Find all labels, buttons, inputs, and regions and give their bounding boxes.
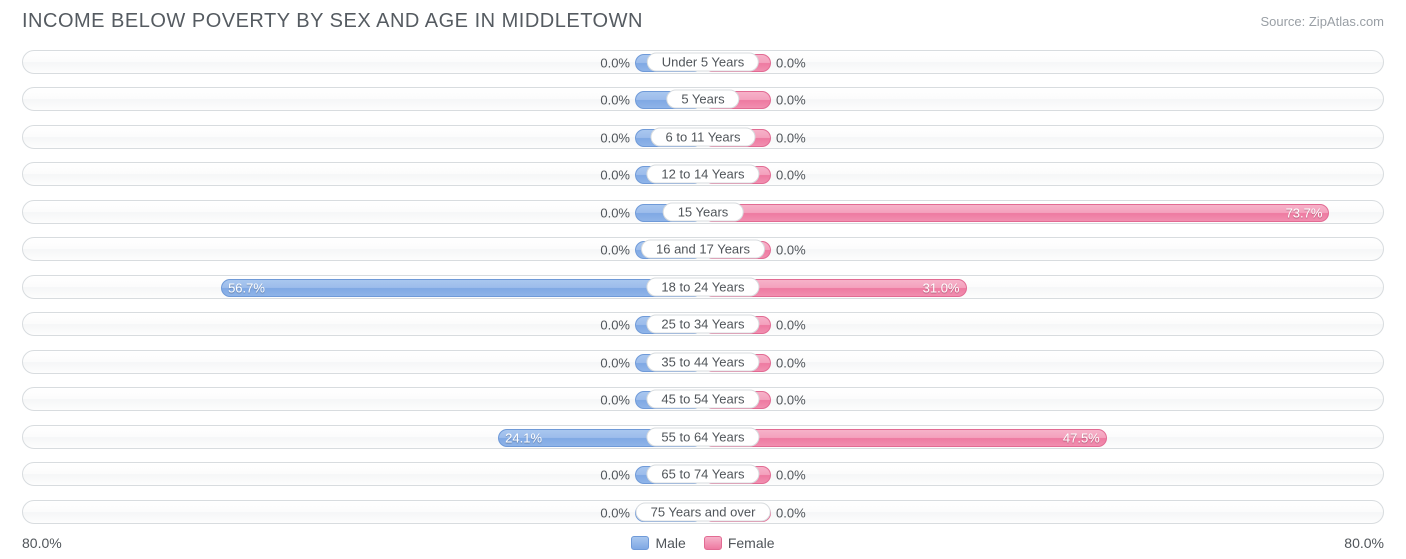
chart-row: 0.0% 0.0% 35 to 44 Years [22,345,1384,379]
row-track: 0.0% 0.0% Under 5 Years [22,50,1384,74]
category-label: 65 to 74 Years [646,465,759,484]
male-value-label: 0.0% [600,93,636,108]
male-swatch-icon [631,536,649,550]
female-value-label: 73.7% [1286,205,1323,220]
category-label: 45 to 54 Years [646,390,759,409]
row-track: 0.0% 0.0%75 Years and over [22,500,1384,524]
female-value-label: 0.0% [770,393,806,408]
male-value-label: 0.0% [600,468,636,483]
row-track: 0.0% 0.0% 12 to 14 Years [22,162,1384,186]
category-label: 15 Years [663,202,744,221]
chart-row: 0.0% 0.0%75 Years and over [22,495,1384,529]
chart-row: 0.0% 0.0% 45 to 54 Years [22,383,1384,417]
category-label: 35 to 44 Years [646,352,759,371]
male-value-label: 0.0% [600,130,636,145]
chart-row: 0.0% 0.0% 6 to 11 Years [22,120,1384,154]
legend-male-label: Male [655,535,685,551]
chart-row: 0.0% 0.0% Under 5 Years [22,45,1384,79]
female-swatch-icon [704,536,722,550]
female-bar: 73.7% [703,204,1329,222]
female-bar: 47.5% [703,429,1107,447]
chart-row: 0.0% 0.0% 16 and 17 Years [22,233,1384,267]
category-label: 12 to 14 Years [646,165,759,184]
female-value-label: 0.0% [770,168,806,183]
female-value-label: 0.0% [770,468,806,483]
male-value-label: 0.0% [600,55,636,70]
category-label: 6 to 11 Years [651,127,756,146]
male-bar: 56.7% [221,279,703,297]
row-track: 0.0% 0.0% 25 to 34 Years [22,312,1384,336]
male-value-label: 0.0% [600,355,636,370]
female-value-label: 0.0% [770,55,806,70]
male-value-label: 56.7% [228,280,265,295]
axis-max-right: 80.0% [1344,535,1384,551]
female-value-label: 31.0% [923,280,960,295]
row-track: 56.7% 31.0% 18 to 24 Years [22,275,1384,299]
row-track: 0.0% 0.0% 5 Years [22,87,1384,111]
female-value-label: 0.0% [770,355,806,370]
row-track: 0.0% 0.0% 6 to 11 Years [22,125,1384,149]
male-value-label: 0.0% [600,505,636,520]
category-label: 25 to 34 Years [646,315,759,334]
chart-row: 0.0% 0.0% 12 to 14 Years [22,158,1384,192]
chart-title: INCOME BELOW POVERTY BY SEX AND AGE IN M… [22,10,643,33]
female-value-label: 0.0% [770,130,806,145]
row-track: 0.0% 0.0% 35 to 44 Years [22,350,1384,374]
legend-item-female: Female [704,535,775,551]
row-track: 0.0% 0.0% 45 to 54 Years [22,387,1384,411]
chart-row: 0.0% 73.7% 15 Years [22,195,1384,229]
category-label: 55 to 64 Years [646,427,759,446]
chart-row: 0.0% 0.0% 25 to 34 Years [22,308,1384,342]
chart-footer: 80.0% Male Female 80.0% [22,535,1384,551]
chart-row: 0.0% 0.0% 5 Years [22,83,1384,117]
chart-row: 24.1% 47.5% 55 to 64 Years [22,420,1384,454]
source-attribution: Source: ZipAtlas.com [1260,14,1384,29]
legend: Male Female [631,535,774,551]
category-label: 16 and 17 Years [641,240,765,259]
category-label: 5 Years [666,90,739,109]
row-track: 0.0% 0.0% 65 to 74 Years [22,462,1384,486]
category-label: 18 to 24 Years [646,277,759,296]
female-value-label: 47.5% [1063,430,1100,445]
header: INCOME BELOW POVERTY BY SEX AND AGE IN M… [0,0,1406,39]
chart-row: 0.0% 0.0% 65 to 74 Years [22,458,1384,492]
male-value-label: 0.0% [600,393,636,408]
row-track: 0.0% 73.7% 15 Years [22,200,1384,224]
legend-item-male: Male [631,535,685,551]
female-value-label: 0.0% [770,243,806,258]
female-value-label: 0.0% [770,505,806,520]
female-value-label: 0.0% [770,93,806,108]
male-value-label: 0.0% [600,318,636,333]
chart-row: 56.7% 31.0% 18 to 24 Years [22,270,1384,304]
male-value-label: 0.0% [600,243,636,258]
row-track: 0.0% 0.0% 16 and 17 Years [22,237,1384,261]
male-value-label: 0.0% [600,168,636,183]
chart-area: 0.0%0.0%Under 5 Years0.0%0.0%5 Years0.0%… [0,39,1406,529]
male-value-label: 0.0% [600,205,636,220]
male-value-label: 24.1% [505,430,542,445]
row-track: 24.1% 47.5% 55 to 64 Years [22,425,1384,449]
legend-female-label: Female [728,535,775,551]
axis-max-left: 80.0% [22,535,62,551]
female-value-label: 0.0% [770,318,806,333]
category-label: 75 Years and over [636,502,771,521]
category-label: Under 5 Years [647,52,759,71]
